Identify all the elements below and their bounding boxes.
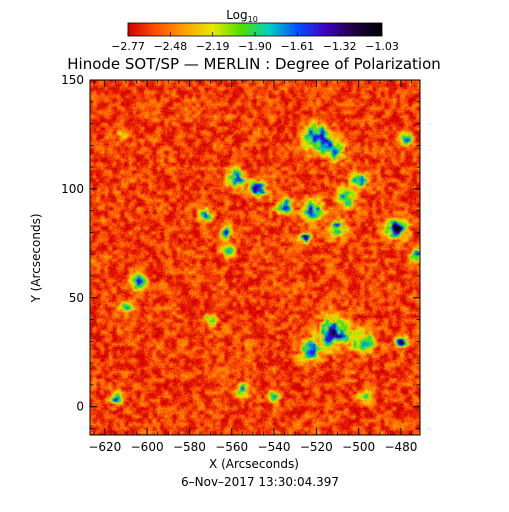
x-tick-label: −540 [258, 440, 291, 454]
x-tick-label: −520 [300, 440, 333, 454]
y-axis: 0 50 100 150 [61, 73, 420, 429]
colorbar-tick-label: −2.77 [111, 40, 145, 53]
x-axis-label: X (Arcseconds) [209, 457, 299, 471]
heatmap-image [90, 80, 420, 435]
y-tick-label: 150 [61, 73, 84, 87]
chart-title: Hinode SOT/SP — MERLIN : Degree of Polar… [67, 55, 441, 73]
y-tick-label: 0 [76, 400, 84, 414]
plot-frame [89, 79, 421, 436]
x-axis: −620 −600 −580 −560 −540 −520 −500 −480 [88, 80, 417, 454]
x-tick-label: −580 [173, 440, 206, 454]
colorbar: Log10 −2.77 −2.48 −2.19 −1.90 −1.61 −1.32 −1.0… [111, 8, 399, 53]
x-tick-label: −600 [131, 440, 164, 454]
x-tick-label: −560 [215, 440, 248, 454]
colorbar-tick-label: −1.03 [365, 40, 399, 53]
colorbar-label: Log10 [226, 8, 258, 24]
y-axis-label: Y (Arcseconds) [29, 213, 43, 303]
x-tick-label: −500 [342, 440, 375, 454]
colorbar-tick-label: −1.32 [323, 40, 357, 53]
colorbar-tick-label: −1.61 [280, 40, 314, 53]
colorbar-tick-label: −1.90 [238, 40, 272, 53]
y-tick-label: 50 [69, 291, 84, 305]
colorbar-tick-label: −2.19 [196, 40, 230, 53]
timestamp: 6–Nov–2017 13:30:04.397 [181, 475, 339, 489]
colorbar-tick-label: −2.48 [153, 40, 187, 53]
x-tick-label: −480 [384, 440, 417, 454]
x-tick-label: −620 [88, 440, 121, 454]
colorbar-ticks: −2.77 −2.48 −2.19 −1.90 −1.61 −1.32 −1.03 [111, 32, 399, 53]
y-tick-label: 100 [61, 182, 84, 196]
